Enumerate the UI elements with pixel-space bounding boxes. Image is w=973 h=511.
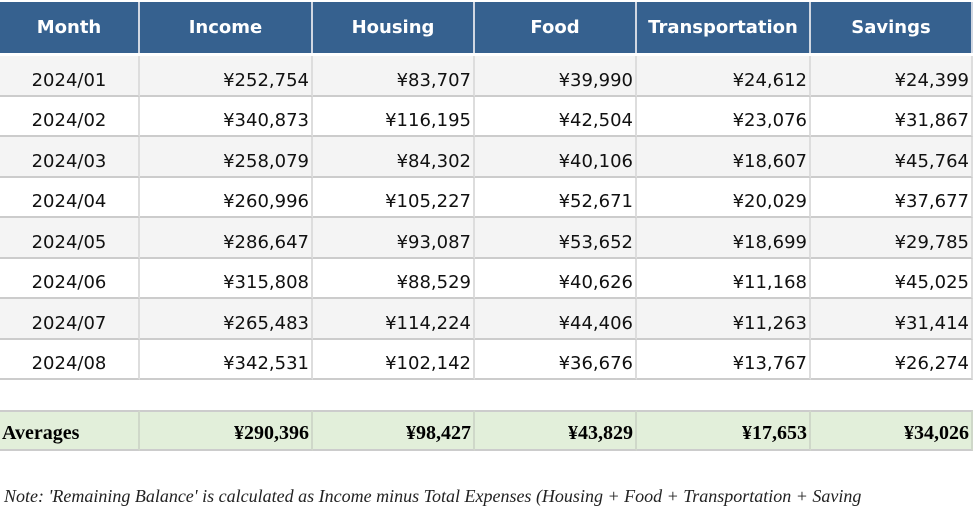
table-cell: ¥340,873 [140,96,313,137]
table-cell: 2024/02 [0,96,140,137]
header-cell: Savings [811,2,973,53]
table-cell: ¥83,707 [313,56,475,97]
header-cell: Food [475,2,637,53]
table-cell: ¥40,106 [475,137,637,178]
table-cell: ¥36,676 [475,339,637,380]
table-cell: ¥93,087 [313,218,475,259]
table-cell: ¥265,483 [140,299,313,340]
table-cell: ¥29,785 [811,218,973,259]
note: Note: 'Remaining Balance' is calculated … [4,486,862,506]
average-cell: ¥98,427 [313,410,475,451]
table-cell: ¥116,195 [313,96,475,137]
table-cell: ¥45,764 [811,137,973,178]
table-cell: ¥42,504 [475,96,637,137]
table-cell: ¥45,025 [811,258,973,299]
table-cell: 2024/06 [0,258,140,299]
table-cell: ¥31,867 [811,96,973,137]
table-cell: ¥252,754 [140,56,313,97]
header-cell: Income [140,2,313,53]
table-cell: 2024/03 [0,137,140,178]
table-cell: ¥13,767 [637,339,811,380]
table-cell: ¥11,168 [637,258,811,299]
table-cell: ¥37,677 [811,177,973,218]
table-cell: ¥26,274 [811,339,973,380]
average-cell: ¥17,653 [637,410,811,451]
table-cell: ¥18,607 [637,137,811,178]
table-cell: ¥24,399 [811,56,973,97]
table-cell: ¥52,671 [475,177,637,218]
table-cell: ¥260,996 [140,177,313,218]
table-cell: ¥84,302 [313,137,475,178]
table-cell: ¥102,142 [313,339,475,380]
table-cell: ¥114,224 [313,299,475,340]
table-cell: ¥44,406 [475,299,637,340]
table-cell: ¥315,808 [140,258,313,299]
average-cell: ¥290,396 [140,410,313,451]
average-cell: Averages [0,410,140,451]
table-cell: ¥342,531 [140,339,313,380]
table-cell: ¥39,990 [475,56,637,97]
table-cell: ¥258,079 [140,137,313,178]
table-cell: ¥286,647 [140,218,313,259]
table-cell: 2024/01 [0,56,140,97]
table-cell: 2024/05 [0,218,140,259]
table-cell: ¥20,029 [637,177,811,218]
header-cell: Month [0,2,140,53]
average-cell: ¥34,026 [811,410,973,451]
table-cell: 2024/04 [0,177,140,218]
table-cell: ¥23,076 [637,96,811,137]
table-cell: ¥24,612 [637,56,811,97]
table-cell: ¥53,652 [475,218,637,259]
table-cell: ¥88,529 [313,258,475,299]
table-cell: ¥18,699 [637,218,811,259]
header-cell: Transportation [637,2,811,53]
header-cell: Housing [313,2,475,53]
table-cell: ¥11,263 [637,299,811,340]
table-cell: ¥105,227 [313,177,475,218]
table-cell: ¥40,626 [475,258,637,299]
average-cell: ¥43,829 [475,410,637,451]
table-cell: ¥31,414 [811,299,973,340]
table-cell: 2024/07 [0,299,140,340]
table-cell: 2024/08 [0,339,140,380]
